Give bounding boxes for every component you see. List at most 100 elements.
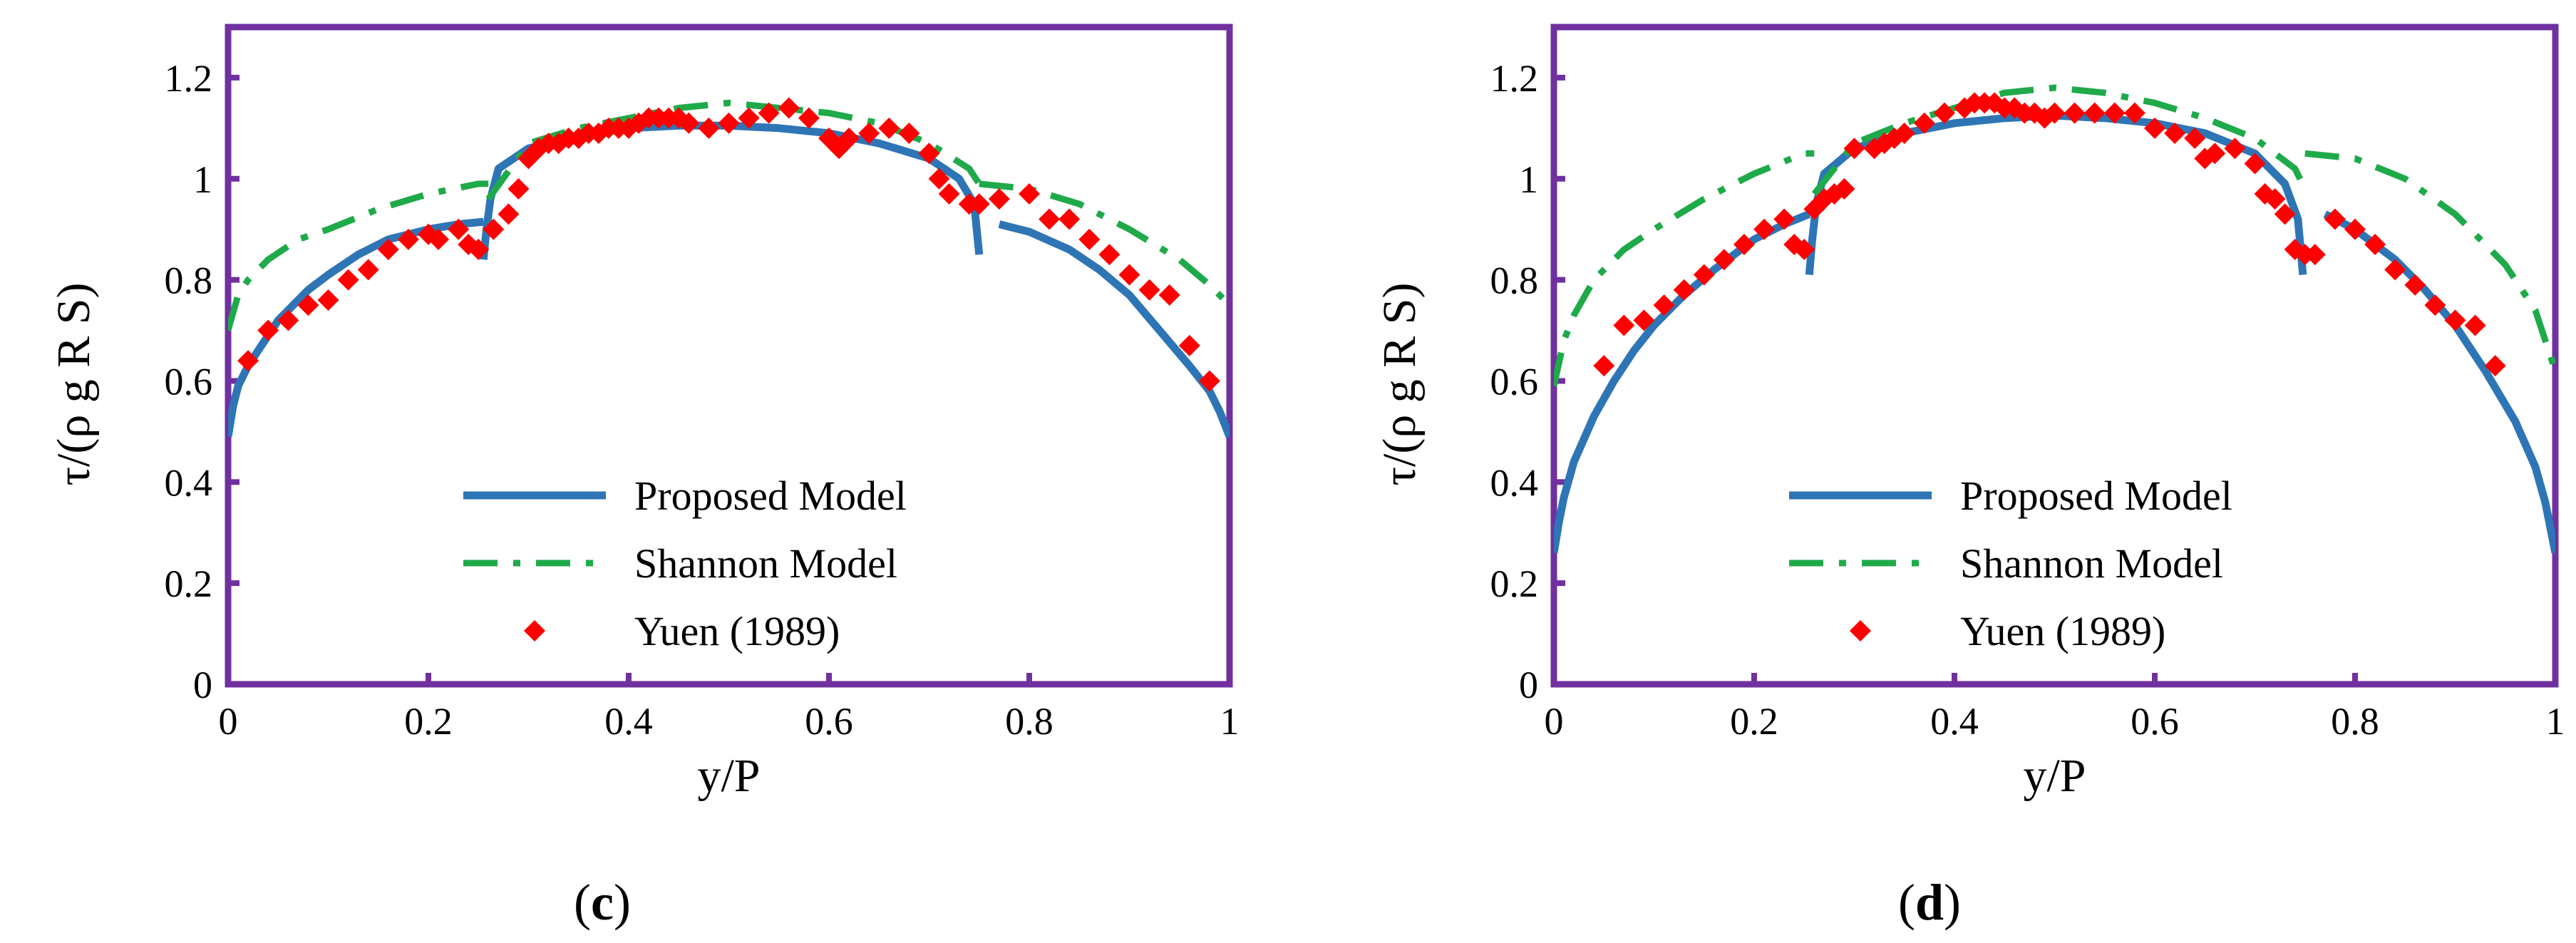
yuen-data-point xyxy=(277,309,299,331)
yuen-data-point xyxy=(698,117,720,139)
shannon-model-line-segment-1 xyxy=(1811,84,2308,196)
legend-label: Shannon Model xyxy=(634,540,897,587)
yuen-data-point xyxy=(237,350,259,372)
yuen-data-point xyxy=(1653,294,1675,316)
yuen-data-point xyxy=(2364,233,2386,255)
yuen-data-point xyxy=(1019,183,1040,205)
panel-label: (d) xyxy=(1898,874,1961,931)
yuen-data-point xyxy=(483,218,505,240)
yuen-data-point xyxy=(1753,218,1776,240)
y-tick-label: 1 xyxy=(193,158,212,201)
yuen-data-point xyxy=(2404,274,2426,296)
shannon-model-line-segment-1 xyxy=(485,99,982,201)
x-tick-label: 0.2 xyxy=(1730,700,1778,743)
yuen-data-point xyxy=(2264,188,2286,210)
yuen-data-point xyxy=(798,107,820,129)
x-tick-label: 0.8 xyxy=(1005,700,1053,743)
plot-series xyxy=(228,97,1230,438)
x-axis-label: y/P xyxy=(2023,750,2086,802)
proposed-model-line-segment-2 xyxy=(998,220,1230,438)
yuen-data-point xyxy=(428,228,450,250)
legend-swatch-yuen xyxy=(524,620,545,641)
y-tick-label: 0.4 xyxy=(165,461,213,504)
yuen-data-point xyxy=(2184,128,2206,150)
yuen-data-point xyxy=(2464,314,2486,336)
panel-label-close: ) xyxy=(1944,874,1961,931)
panel-label-letter: d xyxy=(1915,874,1944,931)
y-tick-label: 0.8 xyxy=(165,259,213,302)
x-tick-label: 1 xyxy=(2546,700,2565,743)
yuen-data-point xyxy=(988,188,1010,210)
y-tick-label: 0.8 xyxy=(1490,259,1539,302)
shannon-model-line-segment-0 xyxy=(1554,150,1815,387)
yuen-data-point xyxy=(2144,117,2165,139)
legend-swatch-yuen xyxy=(1850,620,1871,641)
yuen-data-point xyxy=(1633,309,1655,331)
yuen-data-point xyxy=(2123,102,2145,124)
yuen-data-point xyxy=(1098,244,1120,266)
y-axis-label: τ/(ρ g R S) xyxy=(1374,283,1426,486)
legend-label: Shannon Model xyxy=(1960,540,2223,587)
yuen-data-point xyxy=(1893,122,1915,144)
yuen-data-point xyxy=(337,269,359,291)
yuen-data-point xyxy=(838,128,860,150)
yuen-data-point xyxy=(2103,102,2126,124)
yuen-data-point xyxy=(1913,112,1935,134)
y-tick-label: 1.2 xyxy=(1490,57,1539,100)
yuen-data-point xyxy=(2064,102,2086,124)
yuen-data-point xyxy=(357,259,379,281)
y-tick-label: 0.2 xyxy=(165,562,213,605)
x-tick-label: 0.4 xyxy=(1930,700,1979,743)
x-tick-label: 0.8 xyxy=(2331,700,2379,743)
yuen-data-point xyxy=(1833,177,1855,200)
x-tick-label: 0.2 xyxy=(404,700,453,743)
yuen-data-point xyxy=(1118,264,1140,286)
yuen-data-point xyxy=(397,228,419,250)
yuen-data-point xyxy=(2484,355,2506,377)
yuen-data-point xyxy=(878,117,900,139)
panel-label: (c) xyxy=(574,874,631,931)
yuen-data-point xyxy=(1039,208,1061,230)
chart-panel-d: 0 0.2 0.4 0.6 0.8 1 1.2 0 0.2 0.4 0.6 0.8 1 y/P τ/(ρ g… xyxy=(1374,24,2565,931)
yuen-data-point xyxy=(257,319,279,341)
proposed-model-line-segment-0 xyxy=(1554,210,1811,554)
yuen-data-point xyxy=(1713,249,1735,271)
yuen-data-point xyxy=(1138,279,1160,301)
x-tick-label: 0.4 xyxy=(604,700,653,743)
yuen-data-point xyxy=(758,102,780,124)
yuen-data-point xyxy=(898,122,920,144)
legend-label: Yuen (1989) xyxy=(634,608,840,654)
yuen-data-point xyxy=(2164,122,2186,144)
plot-frame xyxy=(225,24,1233,688)
y-tick-label: 0.2 xyxy=(1490,562,1539,605)
yuen-data-point xyxy=(498,203,520,225)
yuen-data-point xyxy=(858,122,880,144)
yuen-data-point xyxy=(377,239,399,261)
chart-panel-c: 0 0.2 0.4 0.6 0.8 1 1.2 0 0.2 0.4 0.6 0.8 1 y/P τ/(ρ g… xyxy=(48,24,1240,931)
y-tick-label: 0.4 xyxy=(1490,461,1539,504)
x-tick-label: 0 xyxy=(1545,700,1564,743)
yuen-data-point xyxy=(2204,143,2226,165)
yuen-data-point xyxy=(1843,138,1865,160)
y-tick-label: 1 xyxy=(1519,158,1538,201)
yuen-data-point xyxy=(1693,264,1715,286)
legend-label: Proposed Model xyxy=(634,473,907,519)
yuen-data-point xyxy=(2384,259,2406,281)
panel-label-close: ) xyxy=(614,874,631,931)
yuen-data-point xyxy=(2274,203,2296,225)
yuen-data-point xyxy=(2304,244,2326,266)
yuen-data-point xyxy=(1078,228,1101,250)
yuen-data-point xyxy=(508,177,530,200)
yuen-data-point xyxy=(778,97,800,119)
y-tick-label: 1.2 xyxy=(165,57,213,100)
shannon-model-line-segment-2 xyxy=(2304,150,2555,372)
yuen-data-point xyxy=(938,183,960,205)
yuen-data-point xyxy=(2244,153,2266,175)
yuen-data-point xyxy=(928,168,950,190)
plot-frame xyxy=(1550,24,2559,688)
yuen-data-point xyxy=(1593,355,1615,377)
yuen-data-point xyxy=(317,289,339,311)
yuen-data-point xyxy=(1158,284,1180,306)
x-tick-label: 0 xyxy=(219,700,238,743)
yuen-data-point xyxy=(1613,314,1635,336)
